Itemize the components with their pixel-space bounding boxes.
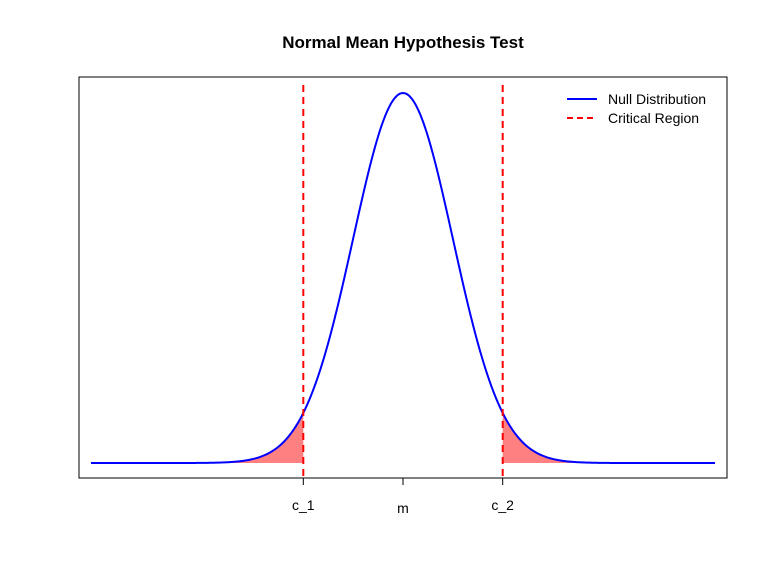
null-distribution-curve	[90, 91, 716, 464]
legend: Null Distribution Critical Region	[567, 91, 706, 126]
legend-label-critical-region: Critical Region	[608, 110, 699, 126]
x-axis: c_1 m c_2	[292, 477, 514, 516]
x-tick-label-c2: c_2	[491, 497, 514, 513]
plot-frame	[78, 76, 728, 479]
x-tick-label-m: m	[397, 500, 409, 516]
x-tick-label-c1: c_1	[292, 497, 315, 513]
chart-title: Normal Mean Hypothesis Test	[282, 33, 524, 52]
plot-area	[79, 85, 727, 478]
legend-label-null-distribution: Null Distribution	[608, 91, 706, 107]
shaded-region-1	[79, 412, 304, 463]
shaded-region-2	[502, 412, 727, 463]
